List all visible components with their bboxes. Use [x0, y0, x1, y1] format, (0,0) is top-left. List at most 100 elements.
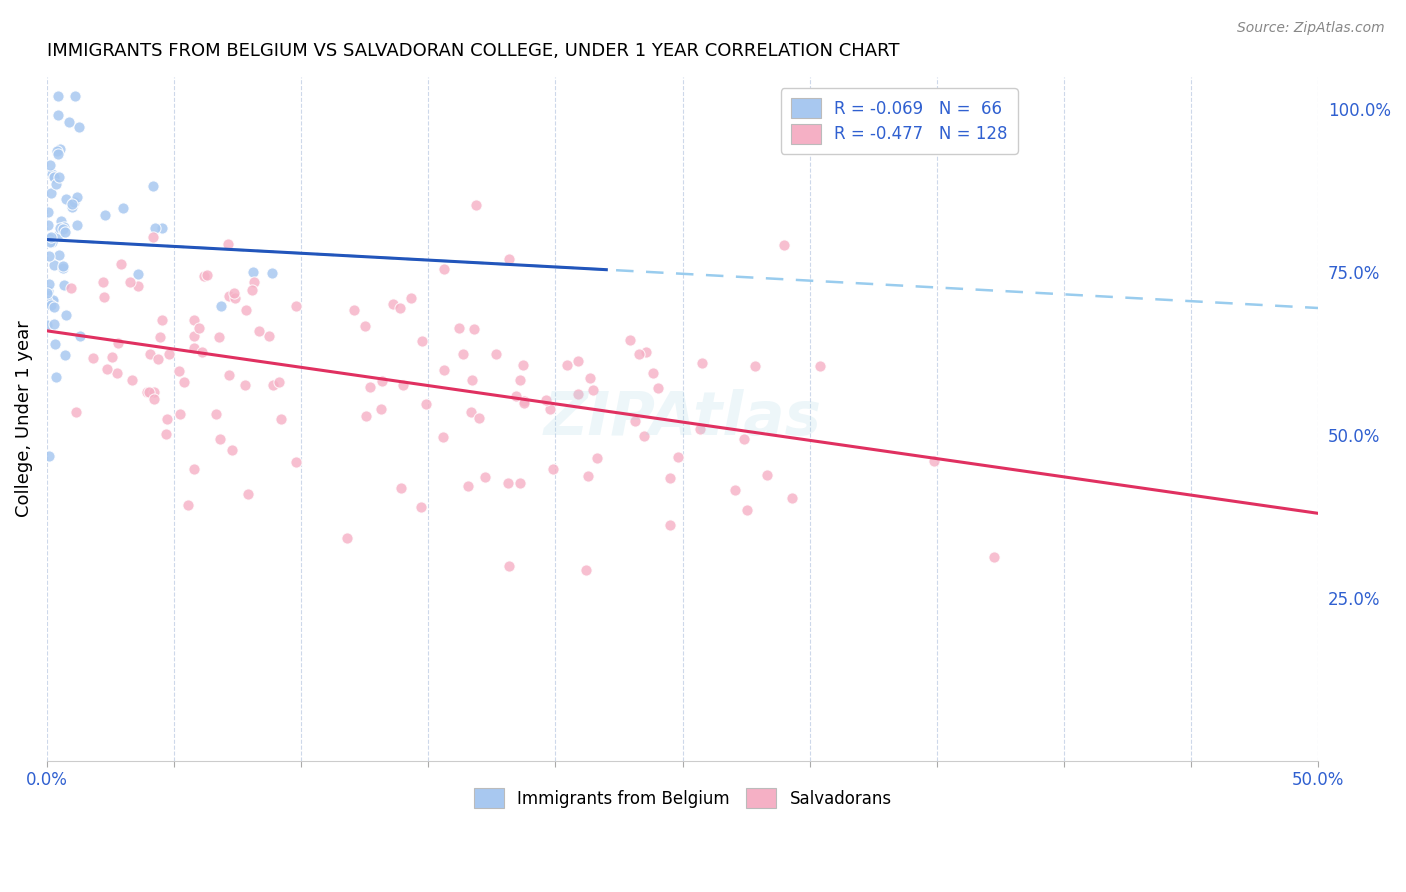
Point: [411, 334, 433, 348]
Y-axis label: College, Under 1 year: College, Under 1 year: [15, 320, 32, 517]
Point: [242, 265, 264, 279]
Point: [399, 291, 422, 305]
Point: [150, 313, 173, 327]
Point: [38, 235, 60, 250]
Point: [42, 169, 65, 184]
Point: [755, 468, 778, 483]
Point: [541, 462, 564, 476]
Point: [38, 231, 60, 245]
Point: [208, 330, 231, 344]
Point: [69, 329, 91, 343]
Point: [37, 218, 59, 232]
Point: [270, 411, 292, 425]
Point: [623, 414, 645, 428]
Point: [42, 317, 65, 331]
Point: [389, 301, 412, 315]
Point: [65, 405, 87, 419]
Point: [370, 401, 392, 416]
Text: ZIPAtlas: ZIPAtlas: [544, 389, 821, 449]
Point: [167, 364, 190, 378]
Point: [724, 483, 747, 497]
Point: [52, 259, 75, 273]
Point: [66, 190, 89, 204]
Point: [484, 347, 506, 361]
Point: [148, 351, 170, 366]
Point: [150, 220, 173, 235]
Point: [49, 142, 72, 156]
Point: [159, 347, 181, 361]
Point: [236, 487, 259, 501]
Point: [107, 335, 129, 350]
Point: [513, 396, 536, 410]
Point: [221, 442, 243, 457]
Point: [209, 299, 232, 313]
Point: [240, 283, 263, 297]
Point: [354, 409, 377, 423]
Point: [659, 518, 682, 533]
Point: [285, 454, 308, 468]
Point: [37, 318, 59, 332]
Point: [67, 120, 90, 134]
Point: [647, 381, 669, 395]
Point: [343, 303, 366, 318]
Point: [45, 144, 67, 158]
Point: [55, 309, 77, 323]
Point: [156, 412, 179, 426]
Point: [41, 235, 63, 249]
Point: [136, 384, 159, 399]
Point: [575, 564, 598, 578]
Point: [44, 300, 66, 314]
Point: [586, 450, 609, 465]
Point: [582, 383, 605, 397]
Point: [464, 198, 486, 212]
Point: [567, 354, 589, 368]
Point: [37, 205, 59, 219]
Point: [509, 475, 531, 490]
Point: [689, 422, 711, 436]
Point: [257, 328, 280, 343]
Point: [509, 373, 531, 387]
Point: [218, 368, 240, 383]
Point: [173, 375, 195, 389]
Point: [48, 248, 70, 262]
Point: [138, 384, 160, 399]
Point: [121, 373, 143, 387]
Point: [58, 115, 80, 129]
Point: [63, 195, 86, 210]
Point: [468, 411, 491, 425]
Point: [91, 275, 114, 289]
Point: [55, 193, 77, 207]
Point: [534, 392, 557, 407]
Legend: Immigrants from Belgium, Salvadorans: Immigrants from Belgium, Salvadorans: [467, 781, 898, 814]
Point: [38, 158, 60, 172]
Point: [628, 347, 651, 361]
Point: [808, 359, 831, 373]
Point: [41, 295, 63, 310]
Point: [208, 432, 231, 446]
Point: [38, 277, 60, 292]
Point: [555, 358, 578, 372]
Point: [381, 296, 404, 310]
Point: [53, 225, 76, 239]
Point: [101, 351, 124, 365]
Point: [48, 227, 70, 241]
Point: [107, 366, 129, 380]
Point: [922, 454, 945, 468]
Point: [45, 177, 67, 191]
Point: [143, 392, 166, 407]
Point: [42, 169, 65, 184]
Point: [195, 268, 218, 282]
Point: [744, 359, 766, 373]
Point: [538, 402, 561, 417]
Point: [42, 259, 65, 273]
Point: [52, 221, 75, 235]
Point: [142, 179, 165, 194]
Point: [142, 384, 165, 399]
Point: [49, 214, 72, 228]
Point: [38, 450, 60, 464]
Point: [46, 89, 69, 103]
Point: [284, 299, 307, 313]
Point: [634, 344, 657, 359]
Point: [142, 229, 165, 244]
Point: [576, 469, 599, 483]
